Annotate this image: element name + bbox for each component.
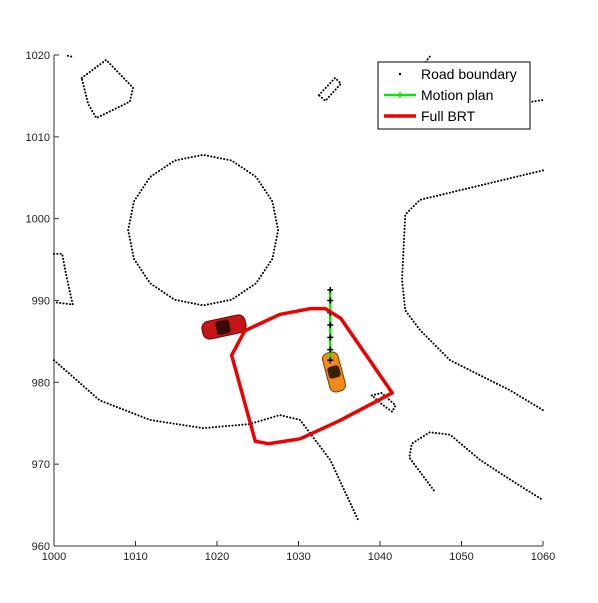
plan-marker [327,346,334,353]
series-line [80,58,135,120]
series-line [53,252,74,306]
y-tick-label: 960 [32,541,50,553]
plan-marker [327,286,334,293]
legend-label: Motion plan [421,87,493,103]
x-tick-label: 1010 [123,551,147,563]
legend-label: Road boundary [421,66,517,82]
x-tick-label: 1060 [531,551,555,563]
y-tick-label: 990 [32,296,50,308]
red-car [201,314,247,340]
series-line [229,306,394,446]
x-tick-label: 1040 [368,551,392,563]
legend-swatch [398,72,402,76]
x-tick-label: 1050 [449,551,473,563]
y-tick-label: 970 [32,459,50,471]
series-line [127,153,280,307]
y-tick-label: 1010 [26,132,50,144]
series-line [53,359,359,521]
x-tick-label: 1020 [205,551,229,563]
plan-marker [327,357,334,364]
series-line [401,169,544,412]
plan-marker [327,297,334,304]
y-tick-label: 980 [32,377,50,389]
series-line [317,76,342,102]
x-tick-label: 1030 [286,551,310,563]
legend-marker [397,92,403,98]
x-tick-label: 1000 [42,551,66,563]
legend-box [377,61,531,130]
series-line [66,54,73,58]
legend-label: Full BRT [421,108,476,124]
plan-marker [327,322,334,329]
plan-marker [327,334,334,341]
y-tick-label: 1000 [26,214,50,226]
series-line [408,431,544,502]
orange-car [321,351,347,393]
y-tick-label: 1020 [26,50,50,62]
